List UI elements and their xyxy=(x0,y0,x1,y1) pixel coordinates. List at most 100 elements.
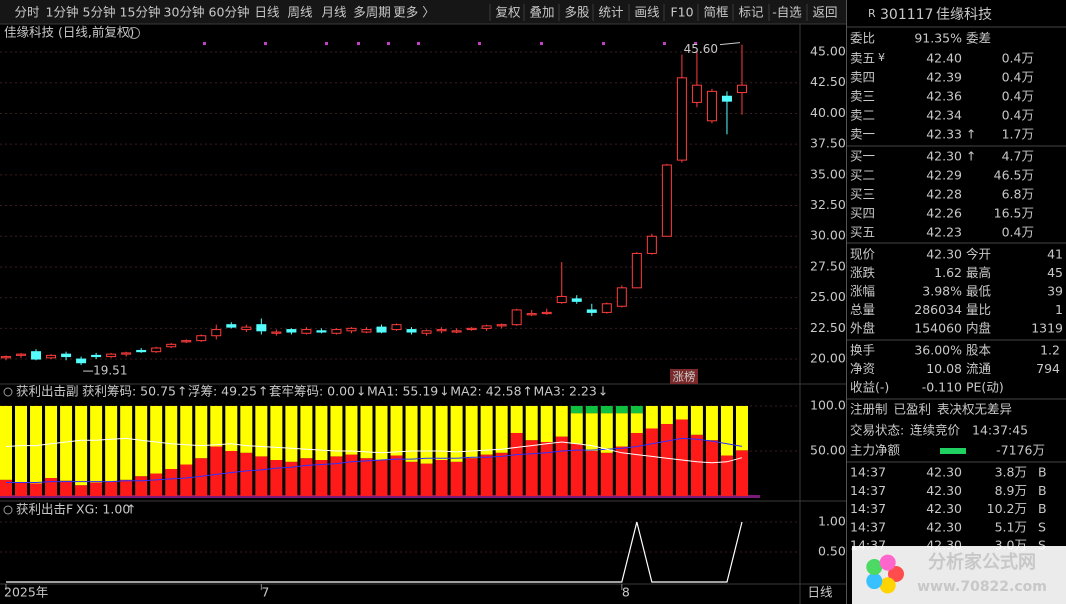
tool-button[interactable]: 统计 xyxy=(598,5,623,20)
candle-body xyxy=(481,325,492,329)
book-price: 42.30 xyxy=(926,149,962,164)
y-tick-label: 20.00 xyxy=(810,351,846,366)
event-dots xyxy=(203,42,697,45)
book-volume: 0.4万 xyxy=(1002,51,1034,66)
legend-arrow: ↑ xyxy=(177,384,187,399)
period-tab[interactable]: 60分钟 xyxy=(209,5,250,20)
annotation-arrow xyxy=(719,42,741,46)
y-tick-label: 32.50 xyxy=(810,197,846,212)
book-price: 42.29 xyxy=(926,168,962,183)
stacked-bar xyxy=(270,460,283,497)
stacked-bar xyxy=(555,405,568,437)
tool-button[interactable]: 多股 xyxy=(564,5,590,20)
y-tick-label: 40.00 xyxy=(810,105,846,120)
badge-bg xyxy=(670,369,698,384)
stacked-bar xyxy=(90,482,103,497)
legend-entry: 浮筹: 49.25 xyxy=(188,384,257,399)
legend-entry: MA1: 55.19 xyxy=(367,384,438,399)
period-tab[interactable]: 周线 xyxy=(287,5,313,20)
period-tab[interactable]: 月线 xyxy=(321,5,347,20)
trade-volume: 8.9万 xyxy=(995,483,1027,498)
stacked-bar xyxy=(45,478,58,497)
candle-body xyxy=(571,298,582,302)
y-tick-label: 1.00 xyxy=(818,514,846,529)
stat-value: 36.00% xyxy=(914,343,962,358)
stacked-bar xyxy=(90,405,103,483)
candle-body xyxy=(211,329,222,337)
period-tab[interactable]: 1分钟 xyxy=(46,5,79,20)
period-tab[interactable]: 分时 xyxy=(14,5,40,20)
candle-body xyxy=(136,349,147,353)
stacked-bar xyxy=(690,434,703,497)
y-tick-label: 37.50 xyxy=(810,136,846,151)
stacked-bar xyxy=(300,405,313,459)
stacked-bar xyxy=(120,479,133,497)
period-tab[interactable]: 更多 〉 xyxy=(393,5,434,20)
trade-side: S xyxy=(1038,538,1046,553)
y-tick-label: 45.00 xyxy=(810,44,846,59)
tag: 注册制 xyxy=(850,402,888,417)
candle-body xyxy=(391,324,402,331)
low-label: 19.51 xyxy=(93,364,127,378)
stacked-bar xyxy=(570,443,583,497)
stacked-bar xyxy=(60,405,73,481)
status-label: 交易状态: xyxy=(850,423,904,438)
stacked-bar xyxy=(405,461,418,497)
y-tick-label: 22.50 xyxy=(810,320,846,335)
x-tick-label: 8 xyxy=(622,585,630,600)
signal-title: 获利出击F xyxy=(16,502,73,517)
candle-body xyxy=(436,329,447,332)
period-tab[interactable]: 30分钟 xyxy=(164,5,205,20)
tool-button[interactable]: 画线 xyxy=(634,5,660,20)
tool-button[interactable]: -自选 xyxy=(772,5,802,20)
book-price: 42.33 xyxy=(926,127,962,142)
period-tab[interactable]: 多周期 xyxy=(353,5,391,20)
candle-body xyxy=(166,343,177,348)
flow-bar xyxy=(940,448,966,454)
tool-button[interactable]: F10 xyxy=(670,5,693,20)
tool-button[interactable]: 叠加 xyxy=(529,5,554,20)
tool-button[interactable]: 返回 xyxy=(812,5,837,20)
book-label: 买三 xyxy=(850,187,875,202)
currency-icon: ¥ xyxy=(878,51,885,64)
period-tab[interactable]: 15分钟 xyxy=(120,5,161,20)
period-tab[interactable]: 5分钟 xyxy=(83,5,116,20)
stat-value: 42.30 xyxy=(926,247,962,262)
stat-value: 154060 xyxy=(914,321,962,336)
book-volume: 46.5万 xyxy=(994,168,1034,183)
book-arrow: ↑ xyxy=(966,127,976,142)
stacked-bar xyxy=(330,456,343,497)
tag: 已盈利 xyxy=(894,402,932,417)
book-label: 买五 xyxy=(850,225,875,240)
stacked-bar xyxy=(570,405,583,414)
status-value: 连续竞价 xyxy=(910,423,961,438)
tool-button[interactable]: 简框 xyxy=(703,5,729,20)
stacked-bar xyxy=(525,440,538,497)
stacked-bar xyxy=(585,405,598,414)
stat-label: PE(动) xyxy=(966,380,1004,395)
stacked-bar xyxy=(105,481,118,497)
tool-button[interactable]: 标记 xyxy=(738,5,764,20)
tool-button[interactable]: 复权 xyxy=(495,5,521,20)
stacked-bar xyxy=(0,479,12,497)
stacked-bar xyxy=(615,405,628,414)
trade-price: 42.30 xyxy=(926,465,962,480)
stat-value: -0.110 xyxy=(922,380,962,395)
book-price: 42.34 xyxy=(926,108,962,123)
stat-label: 收益(-) xyxy=(850,380,889,395)
watermark-url: www.70822.com xyxy=(917,579,1047,595)
book-label: 卖一 xyxy=(850,127,875,142)
stat-label: 现价 xyxy=(850,247,876,262)
period-tab[interactable]: 日线 xyxy=(254,5,280,20)
candle-body xyxy=(556,295,567,304)
stacked-bar xyxy=(465,458,478,497)
flag: R xyxy=(868,7,876,20)
y-tick-label: 30.00 xyxy=(810,228,846,243)
watermark-logo xyxy=(879,577,896,594)
stacked-bar xyxy=(390,405,403,456)
x-tick-label: 2025年 xyxy=(4,585,48,600)
chart-title: 佳缘科技 (日线,前复权) xyxy=(4,25,134,40)
book-label: 卖四 xyxy=(850,70,875,85)
candle-body xyxy=(241,326,252,331)
